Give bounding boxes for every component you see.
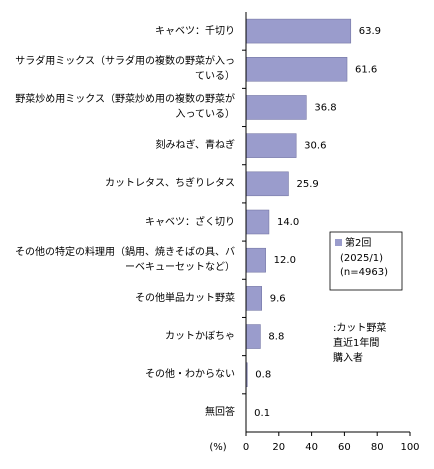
x-tick-label: 0 [243, 442, 249, 453]
category-label: カットかぼちゃ [165, 331, 235, 343]
category-label: 刻みねぎ、青ねぎ [155, 140, 236, 152]
x-axis-label: (%) [209, 442, 226, 453]
value-label: 61.6 [355, 64, 377, 75]
value-label: 12.0 [274, 255, 296, 266]
bar [245, 133, 297, 158]
legend-swatch [335, 239, 342, 246]
value-label: 8.8 [268, 332, 284, 343]
bar [245, 324, 261, 349]
category-label: サラダ用ミックス（サラダ用の複数の野菜が入っている） [15, 56, 235, 83]
category-label: キャベツ：千切り [155, 25, 235, 37]
value-label: 14.0 [277, 217, 299, 228]
category-label: カットレタス、ちぎりレタス [105, 178, 235, 190]
value-label: 0.1 [254, 408, 270, 419]
bar [245, 18, 352, 44]
bar [245, 209, 270, 235]
value-label: 63.9 [359, 26, 381, 37]
x-tick-label: 40 [305, 442, 318, 453]
x-tick-label: 100 [400, 442, 419, 453]
legend-label: 第2回 [345, 236, 371, 249]
legend-note: (n=4963) [340, 267, 388, 278]
category-label: その他単品カット野菜 [135, 292, 235, 304]
bar [245, 247, 266, 273]
x-tick-label: 60 [338, 442, 351, 453]
annotation: 購入者 [333, 351, 363, 364]
category-label: 無回答 [205, 407, 235, 419]
x-tick-label: 20 [272, 442, 285, 453]
bar [245, 171, 289, 197]
x-tick-label: 80 [371, 442, 384, 453]
category-label: キャベツ：ざく切り [145, 216, 235, 228]
value-label: 9.6 [270, 293, 286, 304]
annotation: :カット野菜 [333, 322, 386, 334]
value-label: 25.9 [296, 179, 318, 190]
bar [245, 95, 307, 120]
legend-note: (2025/1) [340, 253, 383, 264]
annotation: 直近1年間 [333, 336, 379, 349]
bar [245, 286, 262, 311]
category-label: 野菜炒め用ミックス（野菜炒め用の複数の野菜が入っている） [15, 94, 235, 121]
category-label: その他の特定の料理用（鍋用、焼きそばの具、バーベキューセットなど） [15, 247, 235, 274]
value-label: 30.6 [304, 141, 326, 152]
value-label: 0.8 [255, 370, 271, 381]
value-label: 36.8 [314, 102, 336, 113]
category-label: その他・わからない [145, 369, 235, 381]
bar [245, 57, 348, 82]
